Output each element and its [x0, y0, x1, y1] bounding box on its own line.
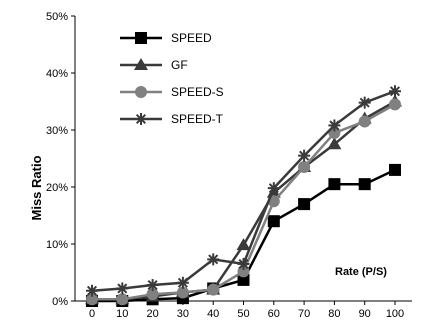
legend-marker-gf	[134, 58, 148, 70]
data-point-speed-s	[146, 288, 159, 301]
x-tick-label: 20	[146, 308, 158, 320]
x-tick-label: 70	[298, 308, 310, 320]
x-tick-label: 80	[328, 308, 340, 320]
data-point-speed-t	[267, 182, 280, 195]
x-tick-label: 90	[359, 308, 371, 320]
series-speed-t	[86, 85, 401, 297]
x-tick-label: 0	[89, 308, 95, 320]
data-point-speed	[328, 178, 341, 191]
data-point-speed	[267, 215, 280, 228]
data-point-speed-s	[298, 161, 311, 174]
y-tick-label: 40%	[46, 68, 68, 80]
y-tick-label: 20%	[46, 182, 68, 194]
legend-marker-speed-s	[135, 86, 147, 98]
data-point-speed	[237, 273, 250, 286]
data-point-speed-s	[176, 286, 189, 299]
legend-item-speed-t: SPEED-T	[120, 112, 224, 126]
y-axis-title: Miss Ratio	[29, 155, 44, 220]
legend: SPEED GF SPEED-S SPEED-T	[120, 31, 224, 126]
data-point-speed-t	[389, 85, 401, 98]
y-tick-label: 0%	[52, 296, 68, 308]
x-tick-label: 60	[268, 308, 280, 320]
legend-label: GF	[171, 58, 188, 72]
data-point-speed-t	[237, 257, 250, 270]
rate-annotation: Rate (P/S)	[335, 266, 387, 278]
legend-item-speed-s: SPEED-S	[120, 85, 224, 99]
data-point-speed-t	[146, 279, 159, 292]
legend-marker-speed-t	[135, 113, 147, 125]
x-tick-label: 40	[207, 308, 219, 320]
data-point-speed-t	[298, 149, 311, 162]
legend-marker-speed	[135, 32, 147, 44]
data-point-speed	[298, 198, 311, 211]
data-point-gf	[327, 137, 342, 150]
series-layer	[85, 85, 402, 307]
x-tick-label: 50	[237, 308, 249, 320]
legend-label: SPEED-S	[171, 85, 224, 99]
data-point-speed-t	[328, 119, 341, 132]
data-point-speed	[389, 163, 401, 176]
data-point-speed-s	[358, 115, 371, 128]
legend-label: SPEED-T	[171, 112, 224, 126]
y-tick-label: 30%	[46, 125, 68, 137]
y-tick-label: 10%	[46, 239, 68, 251]
data-point-speed-s	[116, 293, 129, 306]
x-tick-label: 100	[386, 308, 404, 320]
data-point-speed-t	[86, 284, 98, 297]
data-point-speed-s	[389, 98, 401, 111]
series-speed	[86, 163, 401, 307]
legend-label: SPEED	[171, 31, 212, 45]
data-point-speed-t	[116, 282, 129, 295]
y-tick-label: 50%	[46, 11, 68, 23]
data-point-speed-t	[358, 96, 371, 109]
legend-item-speed: SPEED	[120, 31, 212, 45]
legend-item-gf: GF	[120, 58, 188, 72]
data-point-speed-s	[207, 283, 220, 296]
data-point-gf	[236, 238, 251, 251]
data-point-speed-t	[176, 276, 189, 289]
x-tick-label: 10	[116, 308, 128, 320]
data-point-speed	[358, 178, 371, 191]
data-point-speed-t	[207, 253, 220, 266]
x-tick-label: 30	[177, 308, 189, 320]
data-point-speed-s	[86, 293, 98, 306]
